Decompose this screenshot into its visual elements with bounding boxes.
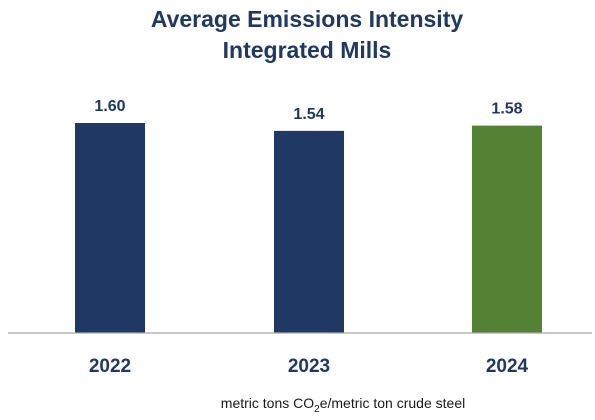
bar-2024: [472, 125, 542, 333]
value-label-2023: 1.54: [293, 106, 324, 123]
category-label-2024: 2024: [486, 356, 529, 377]
category-label-2022: 2022: [89, 356, 131, 377]
bar-2022: [75, 123, 145, 333]
value-label-2024: 1.58: [491, 101, 522, 118]
plot-area: 1.60 2022 1.54 2023 1.58 2024: [75, 98, 542, 377]
unit-label: metric tons CO2e/metric ton crude steel: [221, 395, 465, 415]
bar-2023: [274, 130, 344, 333]
chart-title-line-2: Integrated Mills: [223, 37, 392, 63]
value-label-2022: 1.60: [94, 98, 125, 115]
unit-label-part-1: metric tons CO: [221, 395, 314, 411]
unit-label-subscript: 2: [314, 404, 320, 415]
category-label-2023: 2023: [288, 356, 330, 377]
chart-title-line-1: Average Emissions Intensity: [151, 6, 464, 32]
unit-label-part-2: e/metric ton crude steel: [320, 395, 466, 411]
